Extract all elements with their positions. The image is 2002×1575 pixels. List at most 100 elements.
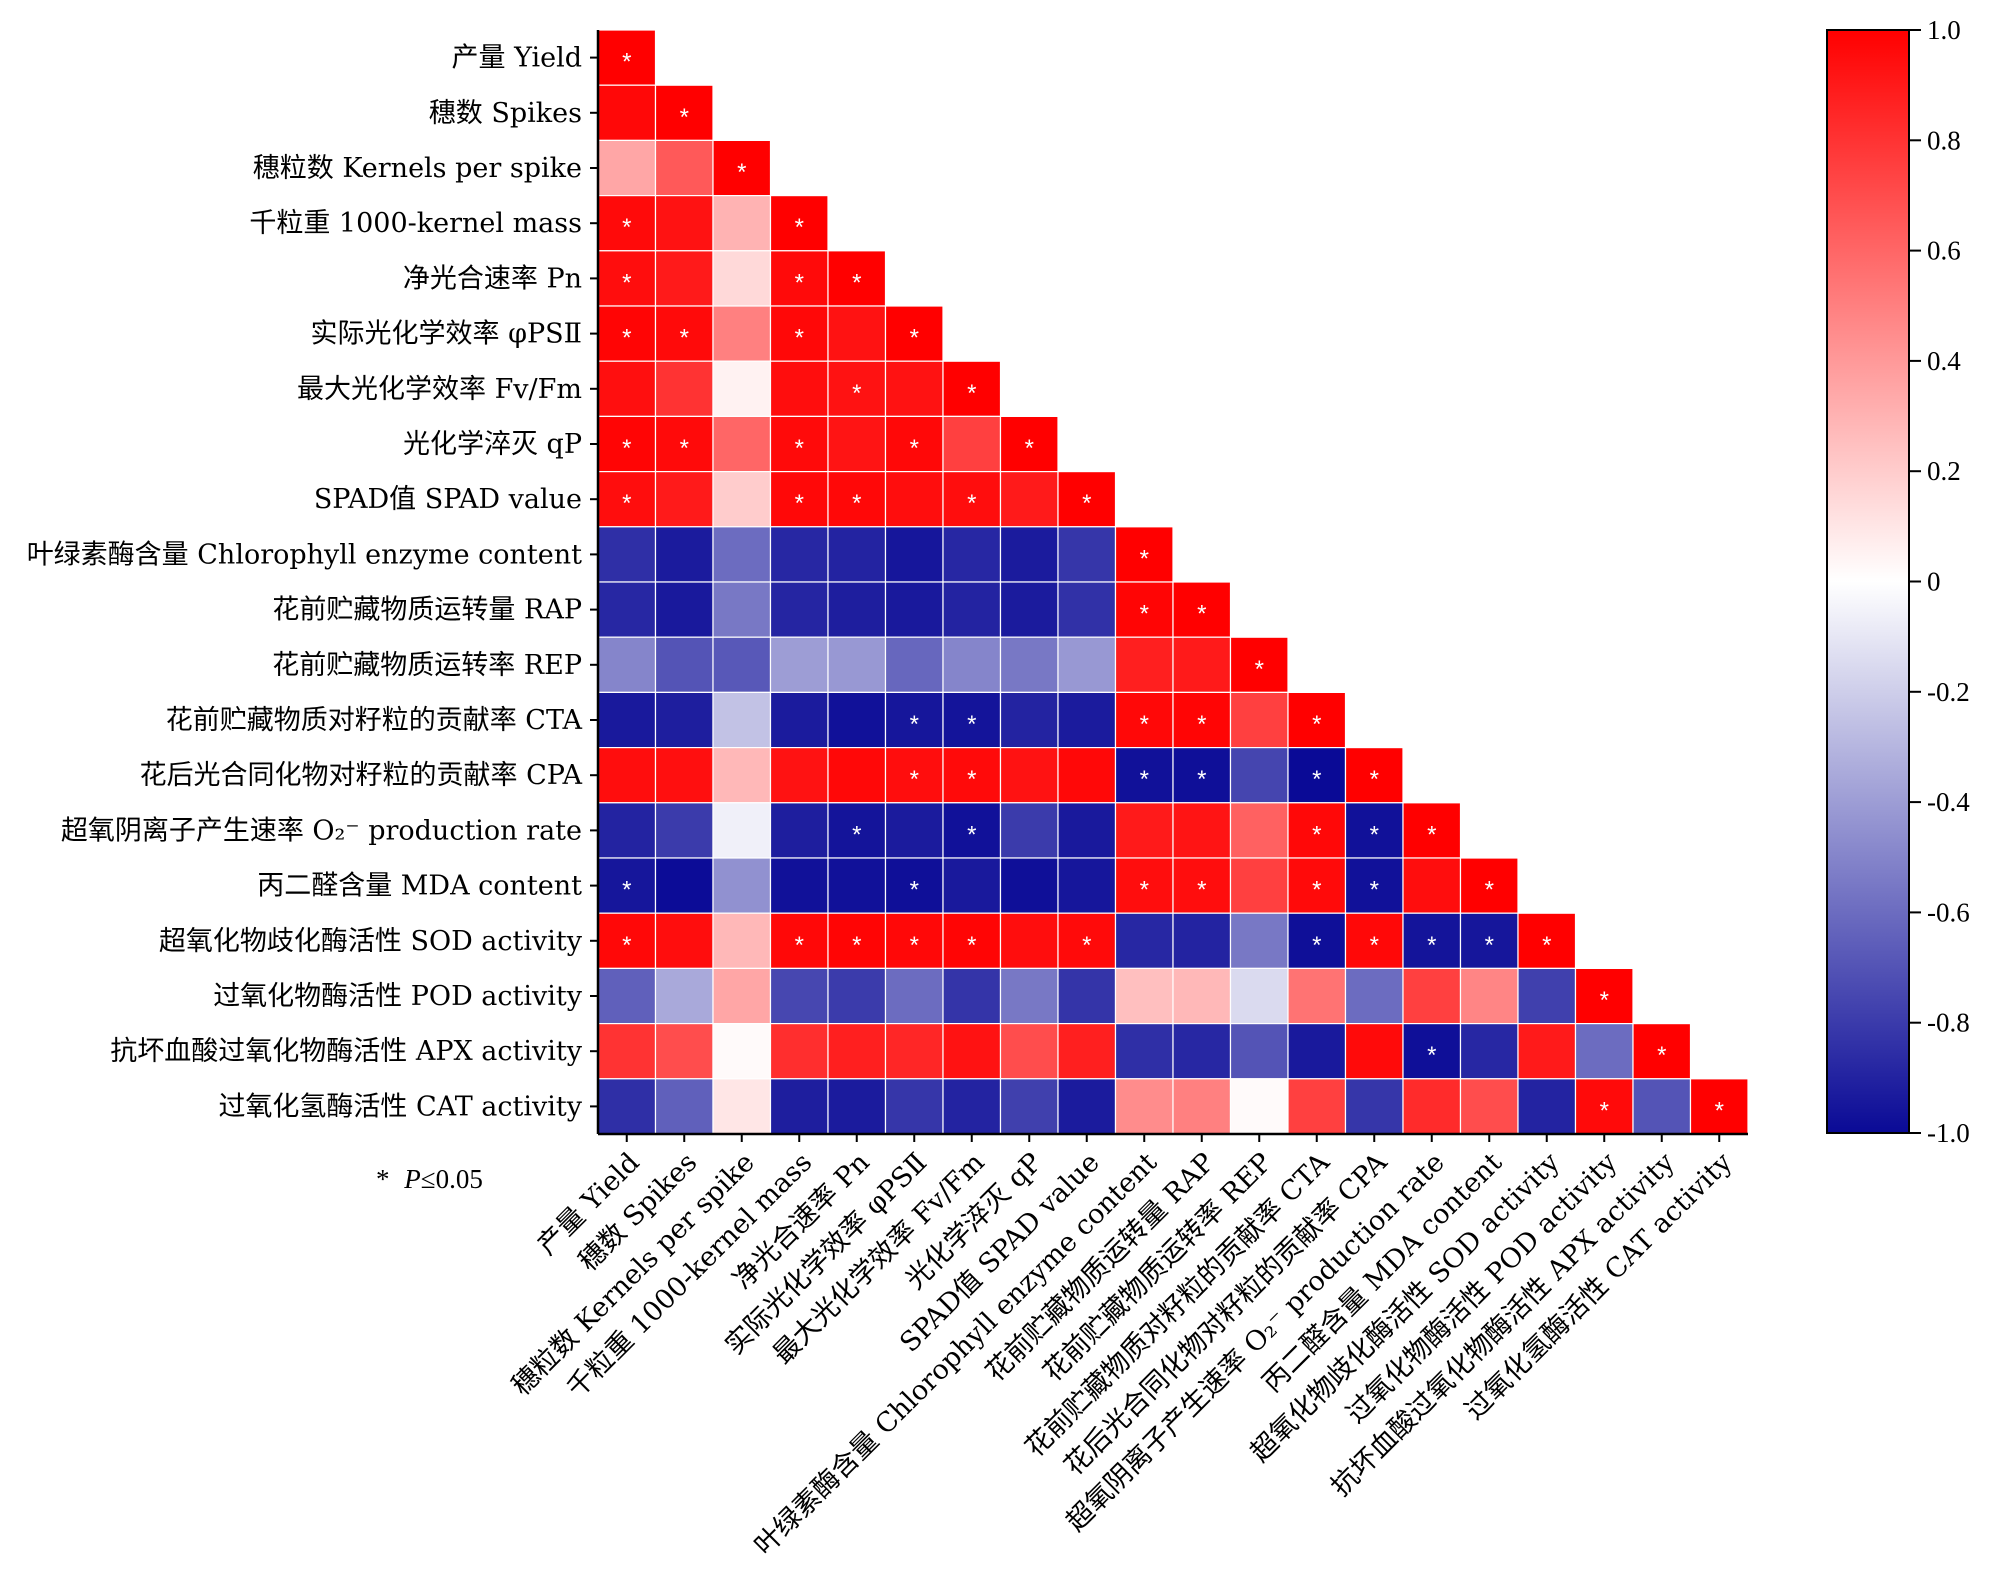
heatmap-cell bbox=[654, 746, 714, 804]
heatmap-axes bbox=[590, 30, 1748, 1142]
colorbar-tick-label: -0.4 bbox=[1927, 787, 1970, 817]
heatmap-cell bbox=[1172, 802, 1232, 859]
heatmap-cell bbox=[1344, 802, 1404, 859]
heatmap-cell bbox=[769, 1022, 829, 1080]
heatmap-cell bbox=[999, 581, 1059, 638]
heatmap-cell bbox=[769, 636, 829, 694]
heatmap-cell bbox=[1344, 1022, 1404, 1080]
heatmap-cell bbox=[884, 857, 944, 914]
heatmap-cell bbox=[1172, 912, 1232, 970]
heatmap-cell bbox=[1172, 967, 1232, 1025]
significance-star: * bbox=[1140, 766, 1149, 793]
heatmap-cell bbox=[827, 581, 887, 638]
heatmap-cell bbox=[1114, 636, 1174, 694]
heatmap-cell bbox=[827, 746, 887, 804]
heatmap-cell bbox=[942, 471, 1002, 528]
heatmap-cell bbox=[712, 195, 772, 252]
heatmap-cell bbox=[769, 1078, 829, 1135]
significance-star: * bbox=[795, 325, 804, 352]
heatmap-cell bbox=[1172, 1022, 1232, 1080]
significance-star: * bbox=[1370, 766, 1379, 793]
heatmap-cell bbox=[654, 581, 714, 638]
heatmap-cell bbox=[769, 802, 829, 859]
heatmap-cell bbox=[942, 857, 1002, 914]
row-label: 千粒重 1000-kernel mass bbox=[249, 208, 582, 239]
significance-star: * bbox=[852, 490, 861, 517]
heatmap-cell bbox=[1229, 857, 1289, 914]
heatmap-cell bbox=[884, 967, 944, 1025]
column-label: 穗粒数 Kernels per spike bbox=[506, 1147, 761, 1402]
heatmap-cell bbox=[999, 691, 1059, 749]
significance-star: * bbox=[1427, 932, 1436, 959]
heatmap-cell bbox=[712, 139, 772, 197]
significance-star: * bbox=[1600, 987, 1609, 1014]
heatmap-cell bbox=[654, 526, 714, 583]
heatmap-cell bbox=[942, 1078, 1002, 1135]
heatmap-cell bbox=[1459, 912, 1519, 970]
heatmap-cell bbox=[1057, 691, 1117, 749]
heatmap-cell bbox=[1459, 857, 1519, 914]
row-label: 超氧阴离子产生速率 O₂⁻ production rate bbox=[61, 815, 582, 846]
row-label: 花前贮藏物质对籽粒的贡献率 CTA bbox=[166, 705, 583, 736]
row-label: 穗数 Spikes bbox=[429, 98, 582, 129]
significance-star: * bbox=[967, 932, 976, 959]
significance-star: * bbox=[1657, 1042, 1666, 1069]
heatmap-cell bbox=[1517, 1022, 1577, 1080]
significance-star: * bbox=[680, 435, 689, 462]
significance-note: * P≤0.05 bbox=[376, 1164, 483, 1194]
heatmap-cell bbox=[597, 746, 657, 804]
heatmap-cell bbox=[1229, 636, 1289, 694]
significance-star: * bbox=[910, 435, 919, 462]
significance-star: * bbox=[1312, 821, 1321, 848]
heatmap-cell bbox=[654, 1022, 714, 1080]
heatmap-cell bbox=[1057, 746, 1117, 804]
heatmap-cell bbox=[884, 691, 944, 749]
heatmap-cell bbox=[1459, 967, 1519, 1025]
heatmap-cell bbox=[712, 746, 772, 804]
heatmap-cell bbox=[999, 1078, 1059, 1135]
row-label: 抗坏血酸过氧化物酶活性 APX activity bbox=[110, 1036, 582, 1067]
significance-star: * bbox=[1715, 1097, 1724, 1124]
heatmap-cell bbox=[597, 636, 657, 694]
heatmap-cell bbox=[827, 471, 887, 528]
significance-star: * bbox=[622, 435, 631, 462]
heatmap-cell bbox=[827, 1022, 887, 1080]
heatmap-cell bbox=[827, 912, 887, 970]
colorbar-tick-label: 0.6 bbox=[1927, 236, 1961, 266]
significance-star: * bbox=[967, 490, 976, 517]
significance-star: * bbox=[622, 325, 631, 352]
colorbar-tick-label: 0.2 bbox=[1927, 456, 1961, 486]
heatmap-cell bbox=[1632, 1078, 1692, 1135]
heatmap-cell bbox=[712, 636, 772, 694]
significance-markers: * * * * * * * * * * * * * * * * * * * * * * * * * * * * * * * * * * * * * * * *… bbox=[622, 49, 1724, 1125]
heatmap-cell bbox=[1517, 1078, 1577, 1135]
heatmap-cell bbox=[712, 857, 772, 914]
heatmap-cell bbox=[712, 415, 772, 473]
significance-star: * bbox=[1600, 1097, 1609, 1124]
heatmap-cell bbox=[942, 526, 1002, 583]
heatmap-cell bbox=[1287, 967, 1347, 1025]
significance-star: * bbox=[1542, 932, 1551, 959]
colorbar-tick-label: -0.6 bbox=[1927, 897, 1970, 927]
heatmap-cell bbox=[999, 526, 1059, 583]
row-label: 叶绿素酶含量 Chlorophyll enzyme content bbox=[27, 539, 582, 570]
heatmap-cell bbox=[1114, 691, 1174, 749]
heatmap-cell bbox=[712, 360, 772, 418]
significance-star: * bbox=[1197, 711, 1206, 738]
heatmap-cell bbox=[999, 912, 1059, 970]
colorbar-tick-label: -1.0 bbox=[1927, 1118, 1970, 1148]
significance-star: * bbox=[967, 821, 976, 848]
significance-star: * bbox=[622, 490, 631, 517]
heatmap-cell bbox=[1057, 1078, 1117, 1135]
colorbar-tick-label: 0 bbox=[1927, 567, 1941, 597]
significance-star: * bbox=[852, 821, 861, 848]
significance-star: * bbox=[680, 104, 689, 131]
heatmap-cell bbox=[1574, 1078, 1634, 1135]
significance-star: * bbox=[1312, 766, 1321, 793]
significance-star: * bbox=[622, 49, 631, 76]
heatmap-cell bbox=[597, 581, 657, 638]
heatmap-cell bbox=[1402, 1078, 1462, 1135]
heatmap-cell bbox=[1057, 857, 1117, 914]
heatmap-cell bbox=[999, 802, 1059, 859]
